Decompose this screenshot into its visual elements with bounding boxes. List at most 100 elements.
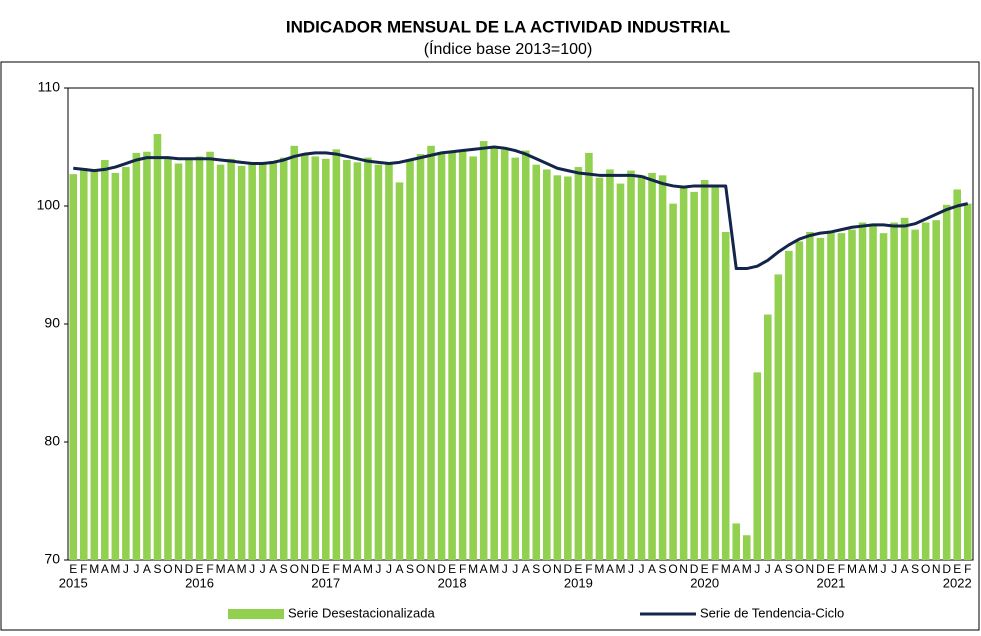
x-tick-label: F xyxy=(838,562,845,576)
bar xyxy=(953,189,962,561)
bar xyxy=(648,172,656,560)
bar xyxy=(669,203,677,560)
x-tick-label: D xyxy=(437,562,446,576)
bar xyxy=(658,175,667,560)
x-tick-label: F xyxy=(206,562,213,576)
year-label: 2020 xyxy=(690,575,719,590)
y-tick-label: 70 xyxy=(44,551,60,567)
x-tick-label: M xyxy=(847,562,857,576)
x-tick-label: N xyxy=(427,562,436,576)
bar xyxy=(153,134,162,560)
y-tick-label: 90 xyxy=(44,315,60,331)
x-tick-label: S xyxy=(532,562,540,576)
bar xyxy=(290,145,299,560)
bar xyxy=(353,162,362,560)
x-tick-label: S xyxy=(280,562,288,576)
x-tick-label: N xyxy=(806,562,815,576)
x-tick-label: J xyxy=(765,562,771,576)
bar xyxy=(406,159,414,561)
legend-label: Serie de Tendencia-Ciclo xyxy=(700,605,844,620)
bar xyxy=(827,230,835,560)
x-tick-label: N xyxy=(932,562,941,576)
x-tick-label: F xyxy=(585,562,592,576)
frame xyxy=(0,61,980,631)
x-tick-label: O xyxy=(163,562,172,576)
bar xyxy=(564,176,572,560)
year-label: 2015 xyxy=(59,575,88,590)
bar xyxy=(553,175,562,560)
x-tick-label: O xyxy=(416,562,425,576)
year-label: 2021 xyxy=(816,575,845,590)
x-tick-label: M xyxy=(237,562,247,576)
bar xyxy=(532,164,541,560)
x-tick-label: E xyxy=(574,562,582,576)
bar xyxy=(753,372,762,560)
bar xyxy=(774,274,783,560)
bar xyxy=(101,159,109,561)
y-tick-label: 80 xyxy=(44,433,60,449)
year-label: 2019 xyxy=(564,575,593,590)
bar xyxy=(90,170,99,560)
bar xyxy=(795,241,804,560)
y-tick-label: 100 xyxy=(37,197,61,213)
bar xyxy=(711,184,719,560)
legend-label: Serie Desestacionalizada xyxy=(288,605,435,620)
x-tick-label: A xyxy=(143,562,151,576)
x-tick-label: J xyxy=(123,562,129,576)
bar xyxy=(921,222,930,560)
bar xyxy=(942,204,951,560)
x-tick-label: S xyxy=(911,562,919,576)
bar xyxy=(595,177,604,560)
x-tick-label: J xyxy=(260,562,266,576)
x-tick-label: J xyxy=(512,562,518,576)
bar xyxy=(185,157,193,560)
x-tick-label: N xyxy=(679,562,688,576)
x-tick-label: A xyxy=(395,562,403,576)
x-tick-label: J xyxy=(891,562,897,576)
x-tick-label: M xyxy=(363,562,373,576)
x-tick-label: J xyxy=(639,562,645,576)
bar xyxy=(785,250,793,560)
bar xyxy=(237,165,246,560)
x-tick-label: A xyxy=(732,562,740,576)
x-tick-label: M xyxy=(742,562,752,576)
x-tick-label: M xyxy=(868,562,878,576)
chart-subtitle: (Índice base 2013=100) xyxy=(424,39,593,58)
bar xyxy=(932,220,940,560)
year-label: 2018 xyxy=(438,575,467,590)
x-tick-label: A xyxy=(522,562,530,576)
bar xyxy=(343,159,351,561)
x-tick-label: E xyxy=(701,562,709,576)
trend-line xyxy=(73,145,969,271)
x-tick-label: M xyxy=(89,562,99,576)
bar xyxy=(732,523,741,560)
bar xyxy=(364,157,372,560)
x-tick-label: A xyxy=(269,562,277,576)
bar xyxy=(869,223,877,560)
bar xyxy=(332,149,341,561)
bar xyxy=(206,151,214,560)
bar xyxy=(216,164,225,560)
bar xyxy=(385,163,393,560)
bar xyxy=(521,150,530,561)
legend-swatch xyxy=(228,609,284,619)
bar xyxy=(469,156,477,560)
x-tick-label: F xyxy=(459,562,466,576)
chart-title: INDICADOR MENSUAL DE LA ACTIVIDAD INDUST… xyxy=(286,17,730,36)
x-tick-label: M xyxy=(342,562,352,576)
bar xyxy=(311,156,320,560)
bar xyxy=(395,182,404,560)
x-tick-label: S xyxy=(406,562,414,576)
x-tick-label: A xyxy=(858,562,866,576)
bar xyxy=(574,167,583,560)
x-tick-label: D xyxy=(690,562,699,576)
x-tick-label: D xyxy=(816,562,825,576)
x-tick-label: N xyxy=(174,562,183,576)
x-tick-label: D xyxy=(185,562,194,576)
x-tick-label: E xyxy=(322,562,330,576)
bar xyxy=(764,314,772,560)
x-tick-label: D xyxy=(564,562,573,576)
x-tick-label: E xyxy=(448,562,456,576)
x-tick-label: O xyxy=(668,562,677,576)
x-tick-label: N xyxy=(553,562,562,576)
